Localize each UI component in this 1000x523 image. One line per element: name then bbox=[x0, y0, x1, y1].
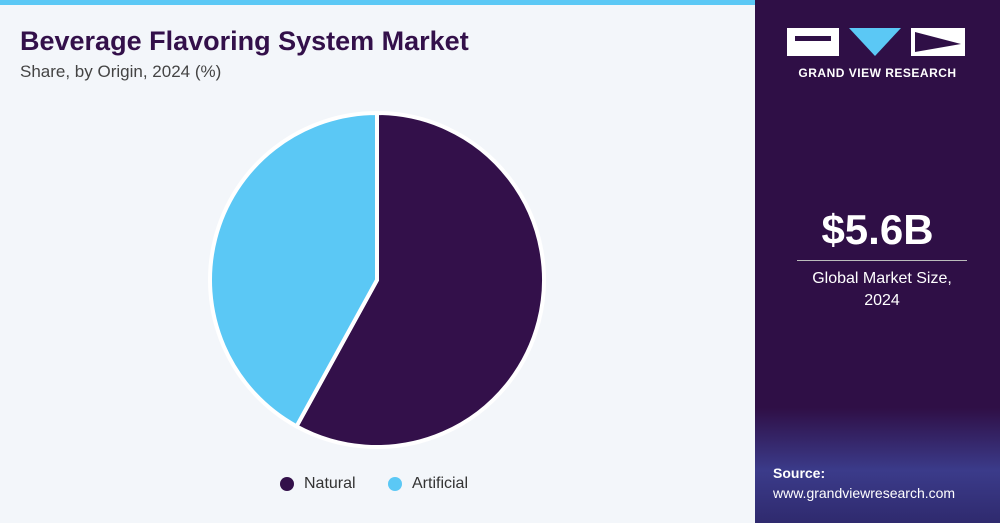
chart: Natural Artificial bbox=[208, 110, 546, 492]
divider bbox=[797, 260, 967, 261]
source-label: Source: bbox=[773, 465, 826, 481]
legend-label: Artificial bbox=[412, 475, 468, 492]
sidebar: GRAND VIEW RESEARCH $5.6B Global Market … bbox=[755, 0, 1000, 523]
pie-slice bbox=[293, 110, 546, 449]
legend-marker bbox=[388, 477, 402, 491]
market-value: $5.6B bbox=[821, 206, 934, 253]
legend-label: Natural bbox=[304, 475, 356, 492]
brand-name: GRAND VIEW RESEARCH bbox=[798, 66, 957, 80]
source-url: www.grandviewresearch.com bbox=[773, 485, 956, 501]
top-bar bbox=[0, 0, 755, 5]
logo bbox=[787, 28, 965, 56]
market-label: Global Market Size, 2024 bbox=[812, 270, 952, 309]
chart-subtitle: Share, by Origin, 2024 (%) bbox=[20, 62, 222, 81]
pie-slice bbox=[208, 110, 379, 430]
legend-marker bbox=[280, 477, 294, 491]
chart-title: Beverage Flavoring System Market bbox=[20, 26, 469, 56]
